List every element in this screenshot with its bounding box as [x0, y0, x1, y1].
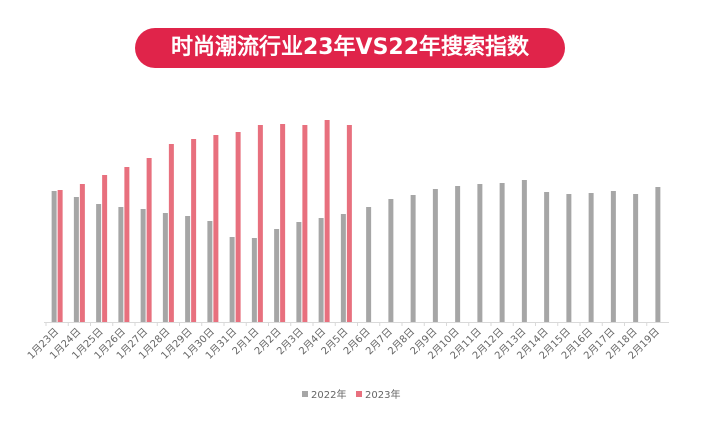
bar-2022 [118, 207, 124, 322]
bar-2023 [191, 139, 197, 322]
bar-2022 [96, 204, 102, 322]
bar-2022 [432, 189, 438, 322]
bar-2022 [140, 209, 146, 322]
legend-label: 2023年 [365, 388, 400, 401]
bar-2022 [251, 238, 257, 322]
bar-2022 [544, 192, 550, 322]
bar-2023 [146, 158, 152, 322]
bar-2022 [610, 191, 616, 322]
bar-2022 [366, 207, 372, 322]
bar-2022 [566, 194, 572, 322]
legend-swatch [356, 391, 362, 397]
bar-2022 [51, 191, 57, 322]
bar-2023 [346, 125, 352, 322]
bar-2022 [229, 237, 235, 322]
bar-2022 [455, 186, 461, 322]
bar-2022 [388, 199, 394, 322]
bar-2022 [207, 221, 213, 322]
bar-2022 [73, 197, 79, 322]
bar-2023 [168, 144, 174, 322]
bar-2022 [655, 187, 661, 322]
bar-2022 [274, 229, 280, 322]
bar-2022 [588, 193, 594, 322]
bar-2023 [102, 175, 108, 322]
bar-2023 [235, 132, 241, 322]
legend-swatch [302, 391, 308, 397]
bar-2022 [162, 213, 168, 322]
bar-2022 [499, 183, 505, 322]
chart-title: 时尚潮流行业23年VS22年搜索指数 [135, 28, 565, 68]
bar-2023 [79, 184, 85, 322]
bar-2023 [213, 135, 219, 322]
bar-2022 [521, 180, 527, 322]
bar-2022 [410, 195, 416, 322]
bar-2022 [477, 184, 483, 322]
bar-2022 [185, 216, 191, 322]
bar-2022 [318, 218, 324, 322]
bar-2022 [340, 214, 346, 322]
bar-2023 [324, 120, 330, 322]
bar-2023 [257, 125, 263, 322]
bar-2022 [296, 222, 302, 322]
legend-label: 2022年 [311, 388, 346, 401]
bar-2023 [57, 190, 63, 322]
bar-2023 [302, 125, 308, 322]
bar-2023 [124, 167, 130, 322]
bar-2022 [633, 194, 639, 322]
bar-2023 [280, 124, 286, 322]
